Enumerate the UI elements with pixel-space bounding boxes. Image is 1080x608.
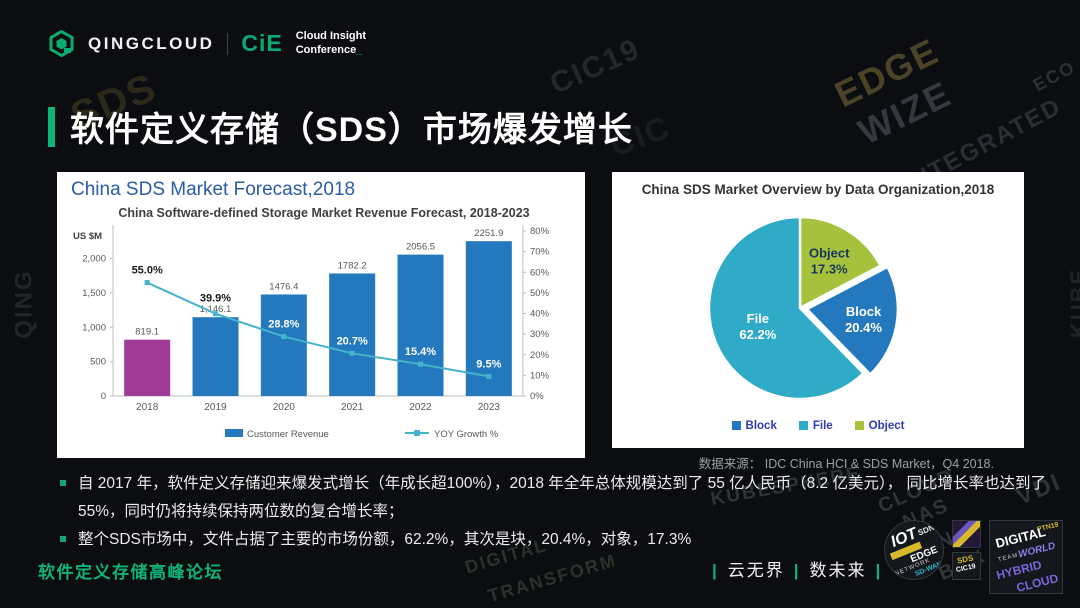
svg-text:80%: 80%: [530, 226, 550, 237]
svg-text:28.8%: 28.8%: [268, 319, 299, 331]
svg-text:File: File: [747, 311, 769, 326]
svg-text:Customer Revenue: Customer Revenue: [247, 429, 329, 440]
pie-legend: Block File Object: [612, 420, 1024, 432]
title-row: 软件定义存储（SDS）市场爆发增长: [48, 102, 633, 151]
legend-swatch-icon: [798, 421, 808, 430]
conference-line2: Conference: [296, 44, 363, 56]
svg-text:60%: 60%: [530, 267, 550, 278]
pie-legend-item: File: [798, 420, 833, 432]
slogan-separator: |: [793, 561, 801, 580]
slogan-part: 云无界: [727, 561, 785, 580]
svg-text:US $M: US $M: [73, 231, 102, 242]
svg-text:2020: 2020: [273, 402, 296, 413]
badge-word: TEAM: [997, 552, 1020, 564]
svg-text:2023: 2023: [478, 402, 501, 413]
svg-text:1782.2: 1782.2: [338, 260, 367, 271]
sds-cic19-badge: SDS CIC19: [952, 552, 981, 580]
pie-chart-panel: China SDS Market Overview by Data Organi…: [612, 172, 1024, 448]
forum-name: 软件定义存储高峰论坛: [38, 563, 223, 582]
sticker-badges: IOT SDN EDGE NETWORK SD-WAN SDS CIC19 PT…: [879, 515, 1063, 594]
small-badges-column: SDS CIC19: [952, 520, 981, 580]
bullet-item: 自 2017 年，软件定义存储迎来爆发式增长（年成长超100%），2018 年全…: [60, 470, 1048, 526]
badge-word: SDN: [916, 522, 936, 538]
svg-text:2018: 2018: [136, 402, 159, 413]
legend-swatch-icon: [854, 421, 864, 430]
watermark-text: ECO: [1029, 56, 1079, 96]
watermark-text: QING: [10, 269, 38, 339]
svg-text:15.4%: 15.4%: [405, 346, 436, 358]
brand-divider: [227, 32, 229, 55]
header-brandbar: QINGCLOUD CiE Cloud Insight Conference: [48, 30, 366, 57]
legend-swatch-icon: [731, 421, 741, 430]
svg-text:1,500: 1,500: [82, 288, 106, 299]
svg-text:20.4%: 20.4%: [845, 320, 882, 335]
svg-text:Block: Block: [846, 304, 882, 319]
brand-name: QINGCLOUD: [88, 33, 215, 53]
svg-text:819.1: 819.1: [135, 327, 159, 338]
svg-text:500: 500: [90, 357, 106, 368]
svg-text:2019: 2019: [204, 402, 227, 413]
svg-text:9.5%: 9.5%: [476, 358, 501, 370]
svg-text:50%: 50%: [530, 288, 550, 299]
watermark-text: CIC19: [545, 32, 646, 101]
bullet-text: 自 2017 年，软件定义存储迎来爆发式增长（年成长超100%），2018 年全…: [78, 475, 1047, 520]
svg-text:39.9%: 39.9%: [200, 293, 231, 305]
svg-text:YOY Growth %: YOY Growth %: [434, 429, 499, 440]
conference-line1: Cloud Insight: [295, 30, 366, 43]
footer-slogan: | 云无界 | 数未来 |: [703, 556, 891, 581]
stripe-badge: [952, 520, 981, 548]
svg-text:55.0%: 55.0%: [132, 265, 163, 277]
bullet-list: 自 2017 年，软件定义存储迎来爆发式增长（年成长超100%），2018 年全…: [60, 470, 1048, 554]
svg-text:2021: 2021: [341, 402, 364, 413]
bar-chart-panel: China SDS Market Forecast,2018 China Sof…: [57, 172, 585, 458]
svg-text:62.2%: 62.2%: [739, 327, 776, 342]
pie-legend-item: Object: [854, 420, 904, 432]
svg-text:20.7%: 20.7%: [337, 335, 368, 347]
pie-chart-heading: China SDS Market Overview by Data Organi…: [641, 182, 995, 197]
bullet-marker-icon: [60, 480, 66, 486]
svg-text:0: 0: [101, 391, 106, 402]
svg-text:1,000: 1,000: [82, 322, 106, 333]
title-accent-bar: [48, 106, 55, 147]
qingcloud-logo-icon: [48, 30, 75, 57]
svg-text:10%: 10%: [530, 370, 550, 381]
svg-text:20%: 20%: [530, 350, 550, 361]
svg-text:40%: 40%: [530, 309, 550, 320]
svg-text:China Software-defined Storage: China Software-defined Storage Market Re…: [118, 206, 529, 220]
svg-text:30%: 30%: [530, 329, 550, 340]
bar-chart-heading: China SDS Market Forecast,2018: [71, 179, 356, 200]
svg-text:1476.4: 1476.4: [269, 281, 298, 292]
conference-logo-text: Cloud Insight Conference: [296, 30, 366, 56]
svg-text:2,000: 2,000: [82, 254, 106, 265]
cie-logo-icon: CiE: [241, 30, 283, 56]
bar-line-chart: China Software-defined Storage Market Re…: [73, 206, 550, 440]
iot-badge: IOT SDN EDGE NETWORK SD-WAN: [879, 515, 949, 585]
svg-text:0%: 0%: [530, 391, 544, 402]
svg-text:17.3%: 17.3%: [811, 262, 848, 277]
pie-legend-item: Block: [731, 420, 777, 432]
page-title: 软件定义存储（SDS）市场爆发增长: [70, 111, 633, 149]
bullet-text: 整个SDS市场中，文件占据了主要的市场份额，62.2%，其次是块，20.4%，对…: [78, 530, 692, 548]
bullet-item: 整个SDS市场中，文件占据了主要的市场份额，62.2%，其次是块，20.4%，对…: [60, 526, 1048, 554]
svg-text:70%: 70%: [530, 247, 550, 258]
watermark-text: TRANSFORM: [485, 550, 620, 606]
watermark-text: KUBE: [1066, 267, 1080, 339]
slogan-separator: |: [875, 561, 883, 580]
digital-badge: PTN19 DIGITAL WORLD TEAM HYBRID CLOUD: [989, 520, 1063, 594]
data-source-note: 数据来源： IDC China HCI & SDS Market，Q4 2018…: [698, 457, 994, 471]
svg-text:Object: Object: [809, 246, 850, 261]
bullet-marker-icon: [60, 535, 66, 542]
svg-text:2022: 2022: [409, 402, 432, 413]
slogan-part: 数未来: [809, 561, 867, 580]
watermark-text: WIZE: [851, 72, 958, 153]
slogan-separator: |: [712, 561, 719, 580]
svg-text:2056.5: 2056.5: [406, 242, 435, 253]
svg-text:2251.9: 2251.9: [474, 228, 503, 239]
svg-text:1,146.1: 1,146.1: [200, 304, 232, 315]
watermark-text: EDGE: [828, 30, 946, 116]
